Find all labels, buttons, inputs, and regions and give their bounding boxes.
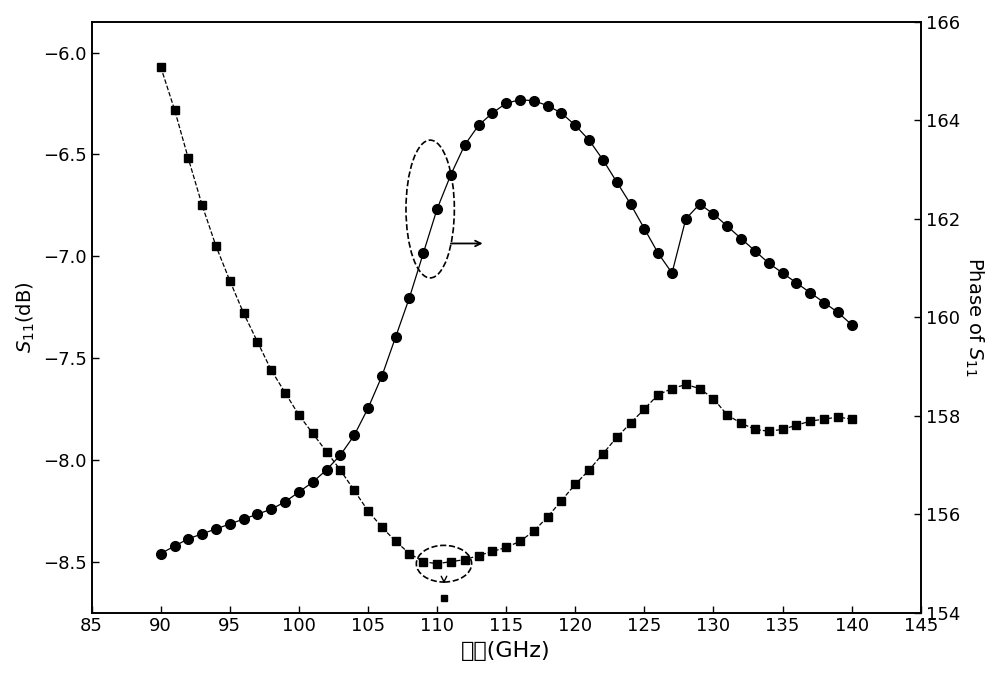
X-axis label: 频率(GHz): 频率(GHz) (461, 641, 551, 661)
Y-axis label: $S_{11}$(dB): $S_{11}$(dB) (15, 281, 37, 353)
Y-axis label: Phase of $S_{11}$: Phase of $S_{11}$ (963, 258, 985, 377)
